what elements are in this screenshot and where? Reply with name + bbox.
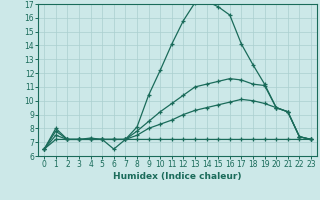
X-axis label: Humidex (Indice chaleur): Humidex (Indice chaleur) bbox=[113, 172, 242, 181]
